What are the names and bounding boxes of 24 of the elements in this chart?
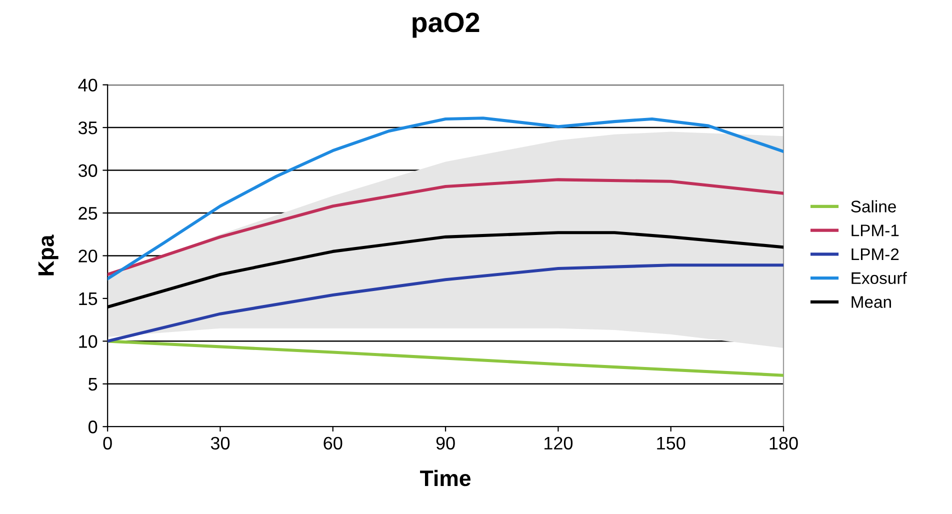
y-tick-label: 35 (78, 121, 98, 134)
y-tick-label: 15 (79, 292, 98, 306)
x-tick-label: 90 (436, 436, 455, 450)
legend-label: Mean (852, 296, 891, 308)
legend-label: LPM-1 (852, 224, 899, 236)
legend-label: Exosurf (852, 272, 907, 284)
legend-label: LPM-2 (852, 248, 899, 260)
x-tick-label: 60 (324, 436, 342, 450)
x-tick-label: 0 (103, 436, 112, 450)
legend-label: Saline (851, 200, 896, 212)
x-tick-label: 120 (544, 436, 573, 450)
y-tick-label: 30 (78, 164, 98, 177)
chart-title: paO2 (412, 12, 480, 38)
y-tick-label: 5 (88, 378, 98, 391)
x-tick-label: 30 (210, 436, 230, 450)
x-tick-label: 150 (657, 436, 686, 450)
y-tick-label: 40 (78, 78, 98, 92)
y-tick-label: 25 (78, 206, 98, 220)
y-axis-title: Kpa (38, 234, 58, 276)
y-tick-label: 10 (79, 335, 98, 348)
x-tick-label: 180 (770, 436, 798, 450)
x-axis-title: Time (420, 470, 471, 486)
y-tick-label: 20 (78, 250, 98, 262)
y-tick-label: 0 (88, 420, 98, 434)
